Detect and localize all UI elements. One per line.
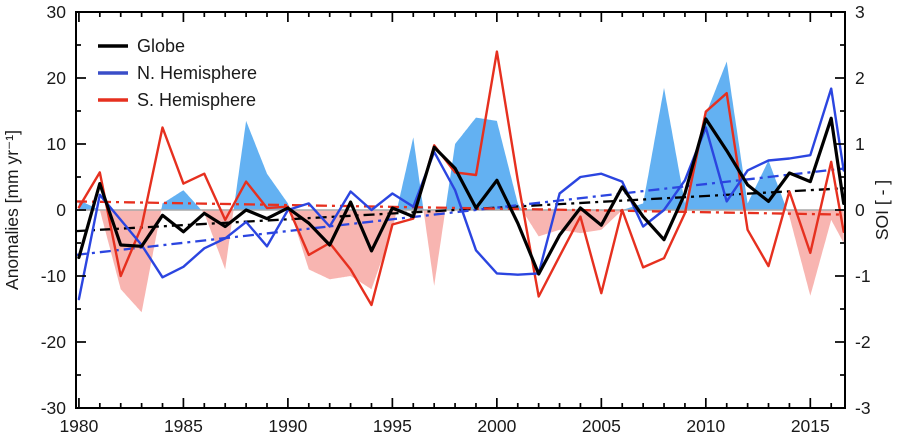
x-tick-label: 2000 [477, 416, 516, 436]
legend: Globe N. Hemisphere S. Hemisphere [98, 36, 257, 110]
x-tick-label: 1985 [164, 416, 203, 436]
right-tick-label: 0 [855, 200, 865, 220]
right-tick-label: 3 [855, 2, 865, 22]
right-tick-label: 2 [855, 68, 865, 88]
axis-ticks [76, 11, 845, 409]
x-tick-label: 1980 [59, 416, 98, 436]
legend-label-globe: Globe [137, 36, 185, 56]
right-tick-label: -3 [855, 398, 871, 418]
x-tick-label: 1990 [268, 416, 307, 436]
legend-label-n-hemisphere: N. Hemisphere [137, 63, 257, 83]
soi-negative-area [78, 210, 844, 313]
left-tick-labels: 30 20 10 0 -10 -20 -30 [41, 2, 67, 418]
left-tick-label: -10 [41, 266, 67, 286]
right-tick-label: -1 [855, 266, 871, 286]
legend-label-s-hemisphere: S. Hemisphere [137, 90, 256, 110]
x-tick-label: 1995 [373, 416, 412, 436]
x-tick-label: 2010 [686, 416, 725, 436]
trend-n-hemisphere [75, 167, 846, 257]
series-line-globe [77, 116, 846, 276]
left-tick-label: -20 [41, 332, 67, 352]
x-tick-label: 2015 [791, 416, 830, 436]
left-tick-label: 0 [56, 200, 66, 220]
series-line-s-hemisphere [77, 50, 845, 307]
right-axis-title: SOI [ - ] [872, 180, 892, 240]
left-tick-label: 30 [47, 2, 67, 22]
x-tick-labels: 1980 1985 1990 1995 2000 2005 2010 2015 [59, 416, 829, 436]
trend-globe [75, 187, 846, 233]
right-tick-label: 1 [855, 134, 865, 154]
right-tick-label: -2 [855, 332, 871, 352]
right-tick-labels: 3 2 1 0 -1 -2 -3 [855, 2, 871, 418]
series-line-n-hemisphere [77, 87, 845, 301]
left-tick-label: 20 [47, 68, 67, 88]
left-tick-label: -30 [41, 398, 67, 418]
x-tick-label: 2005 [582, 416, 621, 436]
left-axis-title: Anomalies [mm yr⁻¹] [2, 130, 22, 290]
left-tick-label: 10 [47, 134, 67, 154]
soi-positive-area [78, 61, 844, 210]
